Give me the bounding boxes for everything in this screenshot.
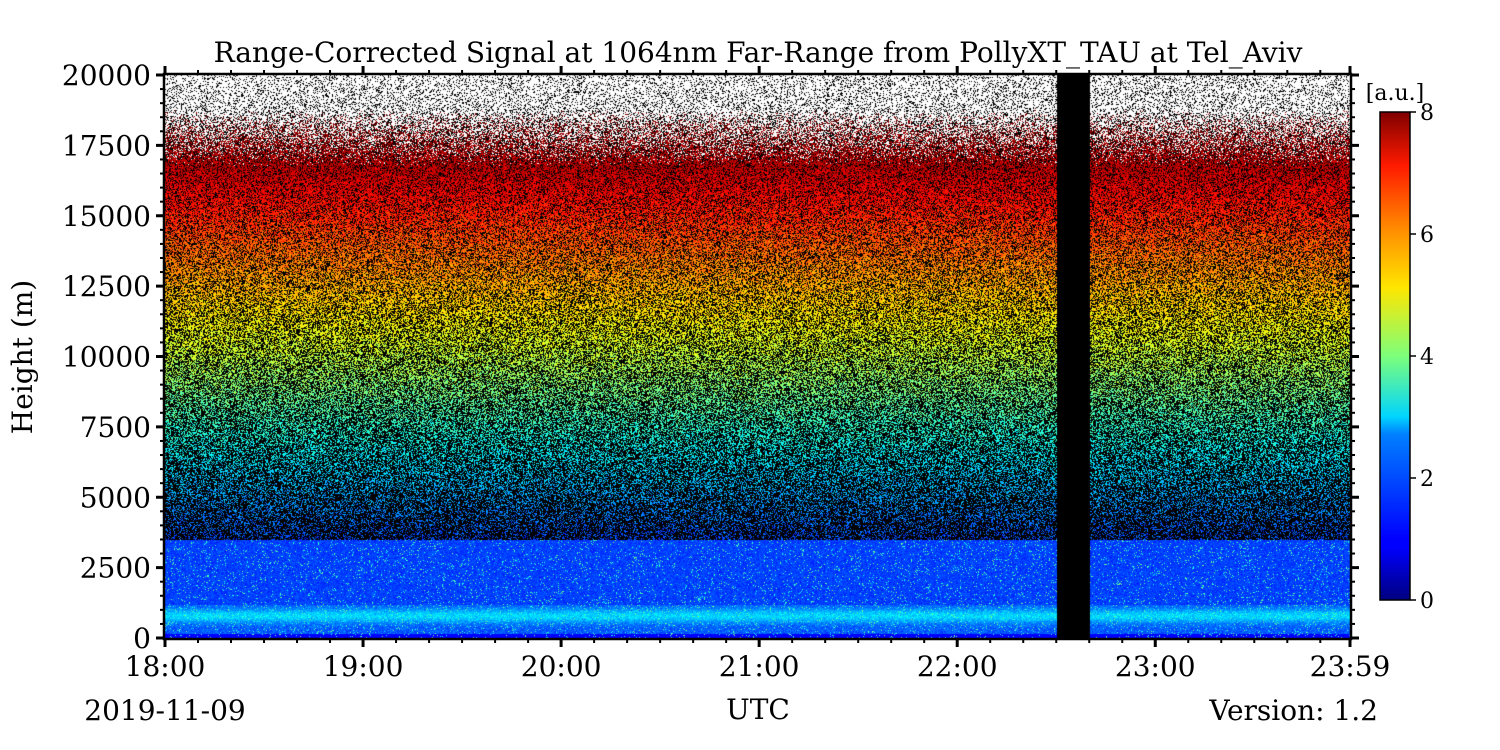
x-tick-label: 23:59 (1310, 650, 1391, 683)
x-tick-label: 22:00 (917, 650, 998, 683)
x-tick-label: 19:00 (323, 650, 404, 683)
y-tick-label: 12500 (62, 270, 151, 303)
y-tick-label: 15000 (62, 200, 151, 233)
chart-title: Range-Corrected Signal at 1064nm Far-Ran… (214, 36, 1303, 69)
x-tick-label: 21:00 (719, 650, 800, 683)
y-axis: 0 2500 5000 7500 10000 12500 15000 17500 20000 (62, 59, 1359, 655)
version-label: Version: 1.2 (1208, 694, 1378, 727)
colorbar-label: [a.u.] (1366, 81, 1424, 106)
x-tick-label: 18:00 (125, 650, 206, 683)
x-axis-label: UTC (726, 693, 790, 726)
y-tick-label: 10000 (62, 341, 151, 374)
colorbar-tick-label: 6 (1420, 223, 1434, 248)
y-tick-label: 5000 (80, 481, 151, 514)
y-tick-label: 2500 (80, 552, 151, 585)
colorbar-tick-label: 0 (1420, 589, 1434, 614)
x-tick-label: 23:00 (1115, 650, 1196, 683)
y-axis-label: Height (m) (6, 280, 39, 434)
colorbar-tick-label: 4 (1420, 345, 1434, 370)
colorbar-tick-label: 2 (1420, 467, 1434, 492)
y-tick-label: 17500 (62, 129, 151, 162)
y-tick-label: 20000 (62, 59, 151, 92)
y-tick-label: 7500 (80, 411, 151, 444)
colorbar (1379, 111, 1411, 601)
x-axis: 18:00 19:00 20:00 21:00 22:00 23:00 23:59 (125, 66, 1391, 683)
x-tick-label: 20:00 (521, 650, 602, 683)
y-tick-label: 0 (133, 622, 151, 655)
signal-heatmap (165, 75, 1350, 638)
colorbar-tick-label: 8 (1420, 101, 1434, 126)
date-label: 2019-11-09 (84, 694, 245, 727)
colorbar-ticks: 0 2 4 6 8 (1410, 101, 1434, 614)
